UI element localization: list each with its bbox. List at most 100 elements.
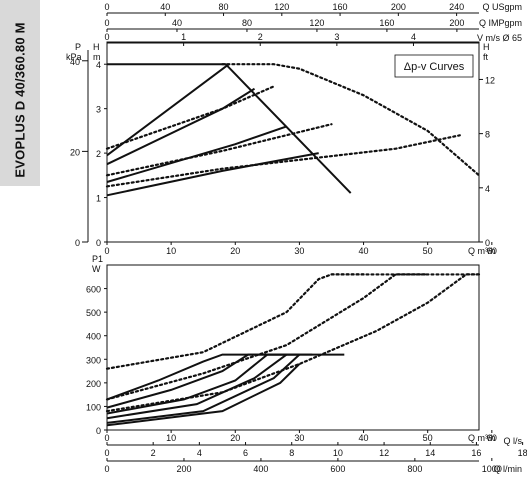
power-curve-solid-0 bbox=[106, 353, 345, 401]
p1-axis-label: P1 bbox=[92, 254, 103, 264]
top-axis-tick-label: 240 bbox=[449, 2, 464, 12]
p1-tick-label: 400 bbox=[86, 332, 101, 342]
power-curve-solid-2 bbox=[106, 353, 300, 415]
h-m-tick-label: 4 bbox=[96, 60, 101, 70]
q-m3h-tick-label: 10 bbox=[166, 246, 176, 256]
p1-tick-label: 300 bbox=[86, 355, 101, 365]
h-ft-axis-unit: ft bbox=[483, 52, 489, 62]
legend-label: Δp-v Curves bbox=[404, 61, 465, 73]
top-axis-tick-label: 120 bbox=[274, 2, 289, 12]
p-kpa-tick-label: 40 bbox=[70, 57, 80, 67]
top-axis-label: V m/s Ø 65 bbox=[477, 33, 522, 43]
bot-axis-tick-label: 16 bbox=[471, 448, 481, 458]
head-curve-dotted-6 bbox=[105, 123, 333, 177]
p-kpa-tick-label: 0 bbox=[75, 238, 80, 248]
bot-axis-tick-label: 18 bbox=[518, 448, 527, 458]
h-ft-tick-label: 8 bbox=[485, 130, 490, 140]
h-m-tick-label: 3 bbox=[96, 105, 101, 115]
bot-axis-tick-label: 600 bbox=[330, 464, 345, 474]
head-curve-dotted-8 bbox=[221, 63, 481, 177]
bot-q-m3h-tick-label: 0 bbox=[104, 433, 109, 443]
p1-tick-label: 200 bbox=[86, 379, 101, 389]
top-axis-tick-label: 40 bbox=[160, 2, 170, 12]
bot-axis-tick-label: 800 bbox=[407, 464, 422, 474]
top-axis-tick-label: 200 bbox=[449, 18, 464, 28]
bot-axis-tick-label: 14 bbox=[425, 448, 435, 458]
h-ft-tick-label: 0 bbox=[485, 238, 490, 248]
head-curve-dotted-5 bbox=[105, 85, 275, 150]
bot-axis-label: Q l/min bbox=[493, 464, 522, 474]
bot-axis-tick-label: 8 bbox=[289, 448, 294, 458]
p-axis-label: P bbox=[75, 42, 81, 52]
h-ft-tick-label: 4 bbox=[485, 184, 490, 194]
top-axis-label: Q USgpm bbox=[482, 2, 522, 12]
q-m3h-tick-label: 50 bbox=[423, 246, 433, 256]
bot-axis-tick-label: 4 bbox=[197, 448, 202, 458]
top-axis-tick-label: 40 bbox=[172, 18, 182, 28]
bot-axis-tick-label: 12 bbox=[379, 448, 389, 458]
bot-axis-tick-label: 1000 bbox=[482, 464, 502, 474]
top-axis-tick-label: 0 bbox=[104, 18, 109, 28]
top-axis-tick-label: 1 bbox=[181, 32, 186, 42]
bot-axis-tick-label: 200 bbox=[176, 464, 191, 474]
head-curve-dotted-7 bbox=[105, 134, 461, 188]
p-kpa-tick-label: 20 bbox=[70, 147, 80, 157]
bot-axis-tick-label: 10 bbox=[333, 448, 343, 458]
p-axis-unit: kPa bbox=[66, 52, 82, 62]
head-curve-solid-3 bbox=[106, 125, 287, 183]
top-axis-tick-label: 0 bbox=[104, 32, 109, 42]
head-curve-solid-1 bbox=[106, 63, 230, 157]
power-curve-solid-4 bbox=[106, 353, 301, 424]
bot-axis-tick-label: 2 bbox=[151, 448, 156, 458]
q-m3h-tick-label: 60 bbox=[487, 246, 497, 256]
top-axis-tick-label: 2 bbox=[258, 32, 263, 42]
head-plot-frame bbox=[106, 41, 480, 243]
h-axis-unit: m bbox=[93, 52, 101, 62]
bot-q-m3h-tick-label: 40 bbox=[359, 433, 369, 443]
top-axis-tick-label: 200 bbox=[391, 2, 406, 12]
bot-axis-tick-label: 400 bbox=[253, 464, 268, 474]
power-plot-frame bbox=[106, 264, 480, 431]
top-axis-label: Q IMPgpm bbox=[479, 18, 522, 28]
p1-tick-label: 100 bbox=[86, 402, 101, 412]
bot-axis-label: Q l/s bbox=[503, 436, 522, 446]
h-ft-tick-label: 12 bbox=[485, 75, 495, 85]
bot-axis-tick-label: 6 bbox=[243, 448, 248, 458]
h-m-tick-label: 2 bbox=[96, 149, 101, 159]
top-axis-tick-label: 3 bbox=[334, 32, 339, 42]
bot-q-m3h-tick-label: 60 bbox=[487, 433, 497, 443]
power-curve-solid-5 bbox=[106, 363, 301, 427]
p1-axis-unit: W bbox=[92, 264, 101, 274]
power-curve-dotted-8 bbox=[105, 273, 481, 413]
top-axis-tick-label: 160 bbox=[379, 18, 394, 28]
h-m-tick-label: 1 bbox=[96, 194, 101, 204]
top-axis-tick-label: 120 bbox=[309, 18, 324, 28]
head-curve-solid-4 bbox=[106, 152, 319, 197]
q-m3h-tick-label: 40 bbox=[359, 246, 369, 256]
h-m-tick-label: 0 bbox=[96, 238, 101, 248]
legend-box bbox=[394, 54, 474, 78]
h-ft-axis-label: H bbox=[483, 42, 490, 52]
bot-q-m3h-tick-label: 30 bbox=[294, 433, 304, 443]
bot-q-m3h-tick-label: 20 bbox=[230, 433, 240, 443]
p1-tick-label: 0 bbox=[96, 426, 101, 436]
head-curve-solid-0 bbox=[107, 63, 352, 194]
model-sidebar: EVOPLUS D 40/360.80 M bbox=[0, 0, 40, 186]
bot-axis-tick-label: 0 bbox=[104, 464, 109, 474]
top-axis-tick-label: 0 bbox=[104, 2, 109, 12]
p1-tick-label: 600 bbox=[86, 285, 101, 295]
bot-axis-tick-label: 0 bbox=[104, 448, 109, 458]
top-axis-tick-label: 80 bbox=[219, 2, 229, 12]
q-m3h-tick-label: 0 bbox=[104, 246, 109, 256]
top-axis-tick-label: 80 bbox=[242, 18, 252, 28]
top-axis-tick-label: 4 bbox=[411, 32, 416, 42]
p1-tick-label: 500 bbox=[86, 308, 101, 318]
q-m3h-tick-label: 30 bbox=[294, 246, 304, 256]
h-axis-label: H bbox=[93, 42, 100, 52]
q-m3h-tick-label: 20 bbox=[230, 246, 240, 256]
q-m3h-axis-label: Q m³/h bbox=[468, 246, 496, 256]
bot-q-m3h-tick-label: 10 bbox=[166, 433, 176, 443]
bot-q-m3h-tick-label: 50 bbox=[423, 433, 433, 443]
bot-q-m3h-axis-label: Q m³/h bbox=[468, 433, 496, 443]
